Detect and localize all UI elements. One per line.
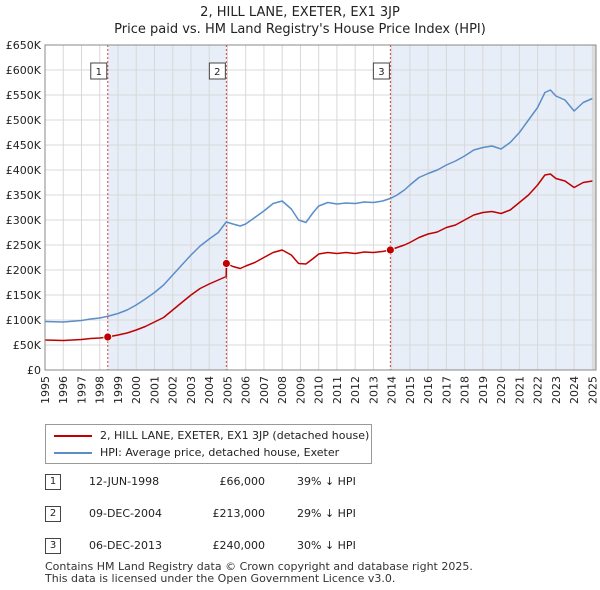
sale-date: 12-JUN-1998	[89, 475, 160, 488]
x-tick-label: 2016	[422, 376, 435, 404]
sale-date: 09-DEC-2004	[89, 507, 163, 520]
x-tick-label: 2007	[258, 376, 271, 404]
sale-label-box	[90, 62, 108, 80]
sale-date: 06-DEC-2013	[89, 539, 163, 552]
y-tick-label: £450K	[6, 139, 42, 152]
ownership-period-shade	[107, 45, 227, 370]
title-address: 2, HILL LANE, EXETER, EX1 3JP	[200, 5, 400, 20]
x-tick-label: 2018	[459, 376, 472, 404]
x-tick-label: 2010	[313, 376, 326, 404]
x-tick-label: 2003	[185, 376, 198, 404]
legend-swatch-blue	[54, 452, 92, 454]
sale-price: £66,000	[219, 475, 266, 488]
legend-swatch-red	[54, 435, 92, 437]
sale-row: 2 09-DEC-2004 £213,000 29% ↓ HPI	[45, 506, 445, 524]
plot-frame	[44, 44, 597, 371]
y-tick-label: £550K	[6, 89, 42, 102]
y-tick-label: £300K	[6, 214, 42, 227]
x-tick-label: 2014	[386, 376, 399, 404]
chart-legend: 2, HILL LANE, EXETER, EX1 3JP (detached …	[45, 424, 372, 464]
legend-label-hpi: HPI: Average price, detached house, Exet…	[100, 446, 340, 459]
x-tick-label: 2023	[550, 376, 563, 404]
sale-label-number: 2	[214, 67, 220, 78]
footer-attribution: Contains HM Land Registry data © Crown c…	[45, 561, 473, 585]
sale-hpi-diff: 29% ↓ HPI	[297, 507, 356, 520]
y-tick-label: £600K	[6, 64, 42, 77]
x-tick-label: 2025	[586, 376, 599, 404]
x-tick-label: 1999	[112, 376, 125, 404]
sale-row: 3 06-DEC-2013 £240,000 30% ↓ HPI	[45, 538, 445, 556]
x-tick-label: 2006	[240, 376, 253, 404]
x-tick-label: 1995	[39, 376, 52, 404]
x-tick-label: 2022	[532, 376, 545, 404]
sale-point	[103, 332, 113, 342]
x-tick-label: 2012	[349, 376, 362, 404]
future-region	[592, 45, 596, 370]
y-tick-label: £100K	[6, 314, 42, 327]
y-tick-label: £400K	[6, 164, 42, 177]
x-tick-label: 2011	[331, 376, 344, 404]
hpi-line	[44, 89, 593, 323]
sale-hpi-diff: 39% ↓ HPI	[297, 475, 356, 488]
y-tick-label: £250K	[6, 239, 42, 252]
x-tick-label: 2013	[367, 376, 380, 404]
sale-number-badge: 3	[45, 538, 61, 554]
price-chart: £0 £50K £100K £150K £200K £250K £300K £350K £400…	[6, 39, 600, 404]
legend-item-hpi: HPI: Average price, detached house, Exet…	[54, 446, 339, 460]
y-tick-label: £350K	[6, 189, 42, 202]
sale-number-badge: 2	[45, 506, 61, 522]
footer-copyright: Contains HM Land Registry data © Crown c…	[45, 560, 473, 573]
sale-point	[221, 259, 231, 268]
x-tick-label: 2002	[167, 376, 180, 404]
footer-licence: This data is licensed under the Open Gov…	[45, 572, 396, 585]
title-subtitle: Price paid vs. HM Land Registry's House …	[114, 22, 486, 37]
sale-point	[385, 245, 395, 255]
sale-label-number: 1	[96, 67, 102, 78]
legend-label-price-paid: 2, HILL LANE, EXETER, EX1 3JP (detached …	[100, 429, 370, 442]
sale-row: 1 12-JUN-1998 £66,000 39% ↓ HPI	[45, 474, 445, 492]
y-tick-label: £50K	[13, 339, 42, 352]
legend-item-price-paid: 2, HILL LANE, EXETER, EX1 3JP (detached …	[54, 429, 369, 443]
x-tick-label: 2021	[513, 376, 526, 404]
x-tick-label: 2000	[130, 376, 143, 404]
x-tick-label: 1998	[94, 376, 107, 404]
x-tick-label: 2024	[568, 376, 581, 404]
sale-price: £213,000	[212, 507, 266, 520]
chart-title: 2, HILL LANE, EXETER, EX1 3JP Price paid…	[0, 4, 600, 38]
x-tick-label: 2019	[477, 376, 490, 404]
x-tick-label: 2004	[203, 376, 216, 404]
ownership-period-shade	[390, 45, 596, 370]
y-tick-label: £150K	[6, 289, 42, 302]
x-tick-label: 2001	[148, 376, 161, 404]
y-tick-label: £200K	[6, 264, 42, 277]
x-tick-label: 2015	[404, 376, 417, 404]
x-tick-label: 1997	[75, 376, 88, 404]
x-tick-label: 2005	[221, 376, 234, 404]
sale-number-badge: 1	[45, 474, 61, 490]
sale-price: £240,000	[212, 539, 266, 552]
sale-label-box	[372, 62, 390, 80]
price-paid-line	[44, 173, 593, 342]
x-tick-label: 2009	[294, 376, 307, 404]
y-tick-label: £650K	[6, 39, 42, 52]
x-tick-label: 2008	[276, 376, 289, 404]
x-tick-label: 2020	[495, 376, 508, 404]
y-tick-label: £500K	[6, 114, 42, 127]
y-tick-label: £0	[27, 364, 41, 377]
sale-label-box	[208, 62, 226, 80]
sale-label-number: 3	[378, 67, 384, 78]
x-tick-label: 2017	[440, 376, 453, 404]
sale-hpi-diff: 30% ↓ HPI	[297, 539, 356, 552]
x-tick-label: 1996	[57, 376, 70, 404]
